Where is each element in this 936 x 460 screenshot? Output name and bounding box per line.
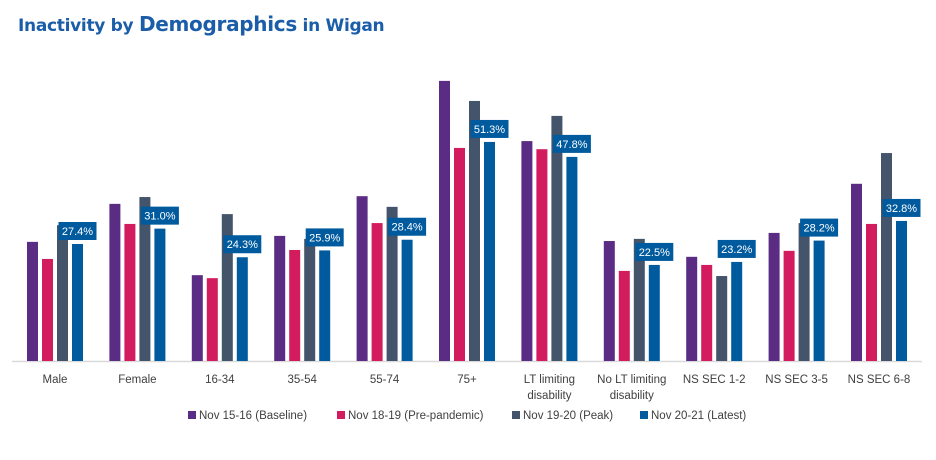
legend-label: Nov 18-19 (Pre-pandemic) xyxy=(348,410,484,422)
data-label: 23.2% xyxy=(717,239,756,258)
bar xyxy=(716,276,728,361)
bar xyxy=(896,220,907,361)
bar xyxy=(783,250,795,361)
category-label: 55-74 xyxy=(370,374,400,386)
data-label-text: 27.4% xyxy=(62,226,93,238)
bar xyxy=(731,261,743,361)
bar xyxy=(536,149,548,361)
legend-swatch xyxy=(188,411,196,419)
title-part: in Wigan xyxy=(296,16,385,36)
category-label: NS SEC 1-2 xyxy=(683,374,746,386)
data-label-text: 28.2% xyxy=(803,223,834,235)
category-label: 16-34 xyxy=(205,374,235,386)
category-label: LT limiting xyxy=(524,374,575,386)
category-label: NS SEC 6-8 xyxy=(848,374,911,386)
legend-item: Nov 18-19 (Pre-pandemic) xyxy=(337,410,484,422)
bar xyxy=(221,214,233,361)
bar xyxy=(401,239,413,361)
legend-swatch xyxy=(337,411,345,419)
bar xyxy=(371,223,383,361)
bar xyxy=(356,196,368,361)
bar xyxy=(386,206,398,361)
category-label: 35-54 xyxy=(287,374,317,386)
legend-label: Nov 15-16 (Baseline) xyxy=(199,410,307,422)
bar xyxy=(768,232,780,361)
bar xyxy=(42,258,53,361)
bar xyxy=(813,240,825,361)
bar xyxy=(454,147,465,361)
bar xyxy=(236,257,248,361)
data-label: 25.9% xyxy=(305,228,344,247)
data-label: 28.2% xyxy=(800,218,839,237)
bar xyxy=(881,153,892,361)
bar xyxy=(633,238,645,361)
bar xyxy=(72,244,83,361)
data-label: 31.0% xyxy=(140,206,179,225)
title-part: Demographics xyxy=(138,12,297,36)
bar xyxy=(618,270,630,361)
category-label: disability xyxy=(610,390,654,402)
category-label: NS SEC 3-5 xyxy=(765,374,828,386)
data-label: 51.3% xyxy=(470,119,509,138)
legend-swatch xyxy=(640,411,648,419)
legend-swatch xyxy=(512,411,520,419)
data-label: 28.4% xyxy=(388,217,427,236)
category-label: No LT limiting xyxy=(597,374,666,386)
bar xyxy=(551,115,563,361)
data-label-text: 31.0% xyxy=(144,211,175,223)
bar xyxy=(484,141,495,361)
bar xyxy=(603,241,615,361)
bar xyxy=(154,228,166,361)
bar xyxy=(109,203,121,361)
data-label-text: 24.3% xyxy=(227,239,258,251)
category-label: Female xyxy=(118,374,156,386)
data-label-text: 23.2% xyxy=(721,244,752,256)
bar xyxy=(521,141,533,361)
bar xyxy=(798,223,810,361)
data-label-text: 32.8% xyxy=(886,203,917,215)
bar xyxy=(206,278,218,361)
legend-label: Nov 20-21 (Latest) xyxy=(651,410,746,422)
legend-item: Nov 15-16 (Baseline) xyxy=(188,410,307,422)
bar xyxy=(648,264,660,361)
bar xyxy=(566,156,578,361)
bar xyxy=(439,80,450,361)
bar xyxy=(851,183,862,361)
legend-label: Nov 19-20 (Peak) xyxy=(523,410,613,422)
data-label: 22.5% xyxy=(635,242,674,261)
legend-item: Nov 19-20 (Peak) xyxy=(512,410,613,422)
bar xyxy=(866,223,877,361)
data-label: 24.3% xyxy=(223,235,262,254)
legend-item: Nov 20-21 (Latest) xyxy=(640,410,746,422)
bar xyxy=(124,223,136,361)
bar xyxy=(289,249,301,361)
data-label-text: 51.3% xyxy=(474,124,505,136)
bar xyxy=(191,275,203,361)
bar xyxy=(701,264,713,361)
category-label: disability xyxy=(527,390,571,402)
data-label-text: 28.4% xyxy=(391,222,422,234)
data-label-text: 25.9% xyxy=(309,232,340,244)
data-label-text: 22.5% xyxy=(639,247,670,259)
data-label: 32.8% xyxy=(882,198,921,217)
chart-title: Inactivity by Demographics in Wigan xyxy=(18,12,385,36)
category-label: 75+ xyxy=(457,374,477,386)
bar xyxy=(319,250,331,361)
bar xyxy=(304,238,316,361)
category-label: Male xyxy=(43,374,68,386)
data-label-text: 47.8% xyxy=(556,139,587,151)
bar xyxy=(686,256,698,361)
bar xyxy=(57,225,68,361)
bar xyxy=(27,241,38,361)
data-label: 47.8% xyxy=(552,134,591,153)
bar xyxy=(274,235,286,361)
title-part: Inactivity by xyxy=(18,16,139,36)
data-label: 27.4% xyxy=(58,222,97,241)
bar xyxy=(139,197,151,361)
bar xyxy=(469,100,480,361)
